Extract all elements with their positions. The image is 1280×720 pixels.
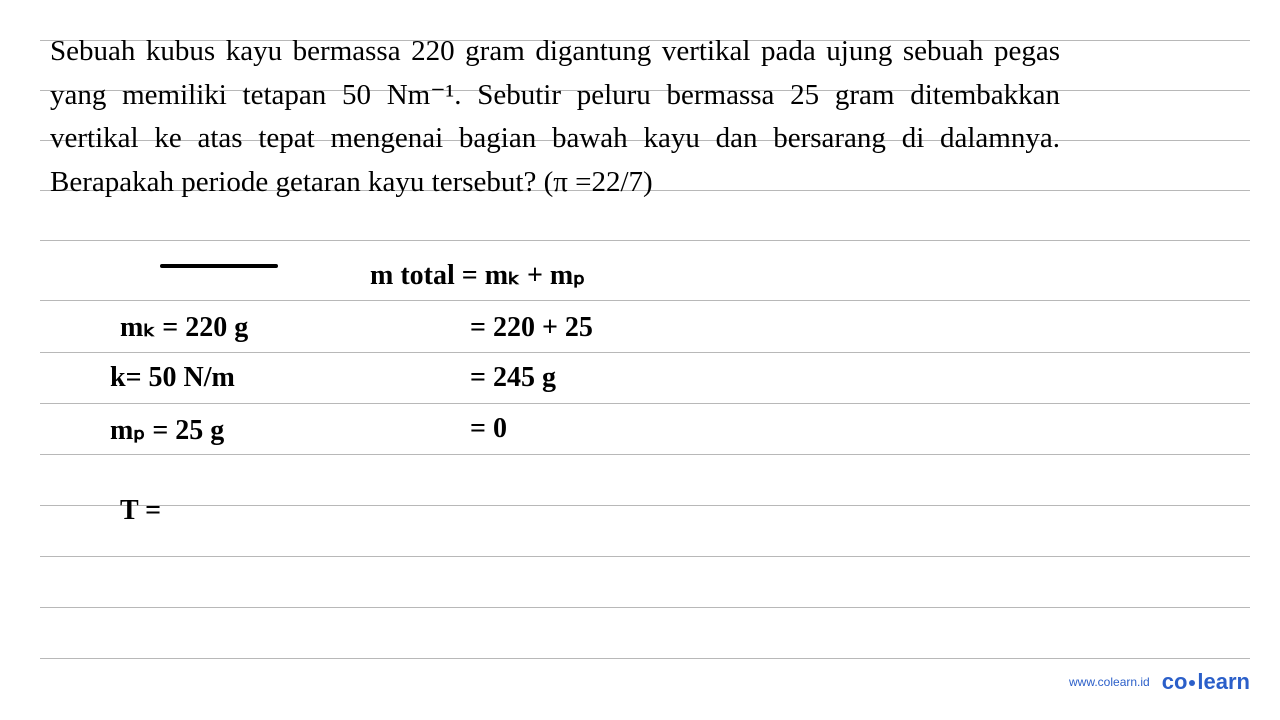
handwriting-t: T = bbox=[120, 495, 161, 527]
handwriting-mk: mₖ = 220 g bbox=[120, 310, 248, 344]
footer: www.colearn.id colearn bbox=[1069, 669, 1250, 695]
handwriting-mtotal-label: m total = mₖ + mₚ bbox=[370, 258, 585, 292]
handwriting-mtotal-final: = 0 bbox=[470, 413, 507, 445]
handwriting-mtotal-result: = 245 g bbox=[470, 362, 556, 394]
footer-logo: colearn bbox=[1162, 669, 1250, 695]
handwriting-mp: mₚ = 25 g bbox=[110, 413, 224, 447]
underline-pi bbox=[160, 264, 278, 268]
handwriting-k: k= 50 N/m bbox=[110, 362, 235, 394]
footer-url: www.colearn.id bbox=[1069, 675, 1150, 689]
handwriting-mtotal-sum: = 220 + 25 bbox=[470, 312, 593, 344]
problem-statement: Sebuah kubus kayu bermassa 220 gram diga… bbox=[50, 30, 1060, 204]
